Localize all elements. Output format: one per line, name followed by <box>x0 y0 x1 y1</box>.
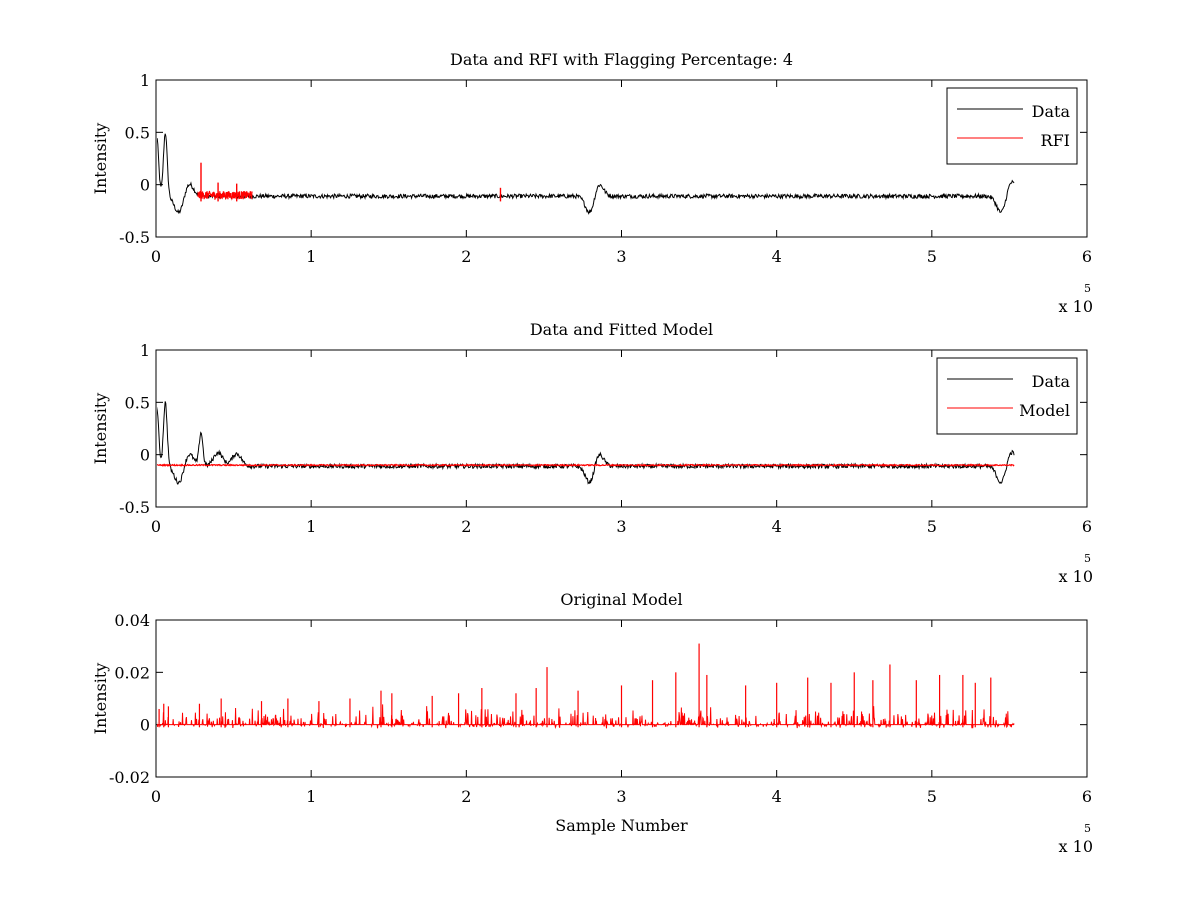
legend-box <box>936 357 1078 435</box>
legend-label: Data <box>1032 372 1071 391</box>
x-tick-label: 5 <box>927 787 937 806</box>
x-tick-label: 4 <box>772 517 782 536</box>
series-rfi-segment <box>197 190 253 201</box>
plot-title: Data and Fitted Model <box>530 320 713 339</box>
x-tick-label: 6 <box>1082 517 1092 536</box>
x-tick-label: 4 <box>772 247 782 266</box>
x-tick-label: 6 <box>1082 787 1092 806</box>
x-exponent-base: x 10 <box>1059 297 1093 316</box>
y-axis-label: Intensity <box>91 123 110 195</box>
x-tick-label: 2 <box>461 787 471 806</box>
series-data-line <box>157 133 1015 215</box>
x-tick-label: 5 <box>927 247 937 266</box>
x-tick-label: 3 <box>616 247 626 266</box>
plot-series <box>157 401 1015 485</box>
y-tick-label: 0 <box>140 446 150 465</box>
legend: Data Model <box>936 357 1078 435</box>
legend-box <box>946 87 1078 165</box>
x-tick-label: 5 <box>927 517 937 536</box>
x-tick-label: 1 <box>306 517 316 536</box>
legend: Data RFI <box>946 87 1078 165</box>
x-tick-label: 0 <box>151 247 161 266</box>
x-tick-label: 1 <box>306 247 316 266</box>
y-tick-label: -0.5 <box>119 228 150 247</box>
y-axis-label: Intensity <box>91 663 110 735</box>
plot-area <box>155 349 1088 508</box>
legend-label: Data <box>1032 102 1071 121</box>
x-exponent-power: 5 <box>1084 282 1091 295</box>
x-tick-label: 1 <box>306 787 316 806</box>
y-tick-label: 0.02 <box>114 663 150 682</box>
x-exponent-base: x 10 <box>1059 837 1093 856</box>
x-tick-label: 2 <box>461 247 471 266</box>
plot-area <box>155 79 1088 238</box>
x-tick-label: 3 <box>616 517 626 536</box>
series-model-line <box>157 463 1015 467</box>
y-tick-label: -0.02 <box>109 768 150 787</box>
plot-series <box>157 643 1015 729</box>
subplot-1: Data and RFI with Flagging Percentage: 4… <box>91 50 1093 316</box>
x-exponent-power: 5 <box>1084 822 1091 835</box>
y-tick-label: 0.5 <box>125 123 150 142</box>
x-tick-label: 2 <box>461 517 471 536</box>
y-tick-label: 0.04 <box>114 611 150 630</box>
series-model-signal-line <box>157 704 1015 729</box>
y-axis-label: Intensity <box>91 393 110 465</box>
x-tick-label: 0 <box>151 787 161 806</box>
y-tick-label: 1 <box>140 341 150 360</box>
plot-title: Data and RFI with Flagging Percentage: 4 <box>450 50 793 69</box>
x-tick-label: 3 <box>616 787 626 806</box>
y-tick-label: 0 <box>140 176 150 195</box>
x-tick-label: 4 <box>772 787 782 806</box>
legend-label: RFI <box>1041 131 1070 150</box>
legend-label: Model <box>1019 401 1070 420</box>
y-tick-label: 1 <box>140 71 150 90</box>
x-tick-label: 6 <box>1082 247 1092 266</box>
x-axis-label: Sample Number <box>555 816 688 835</box>
plot-title: Original Model <box>560 590 682 609</box>
plot-series <box>157 133 1015 215</box>
x-tick-label: 0 <box>151 517 161 536</box>
y-tick-label: 0.5 <box>125 393 150 412</box>
x-exponent-power: 5 <box>1084 552 1091 565</box>
x-exponent-base: x 10 <box>1059 567 1093 586</box>
y-tick-label: 0 <box>140 716 150 735</box>
y-tick-label: -0.5 <box>119 498 150 517</box>
